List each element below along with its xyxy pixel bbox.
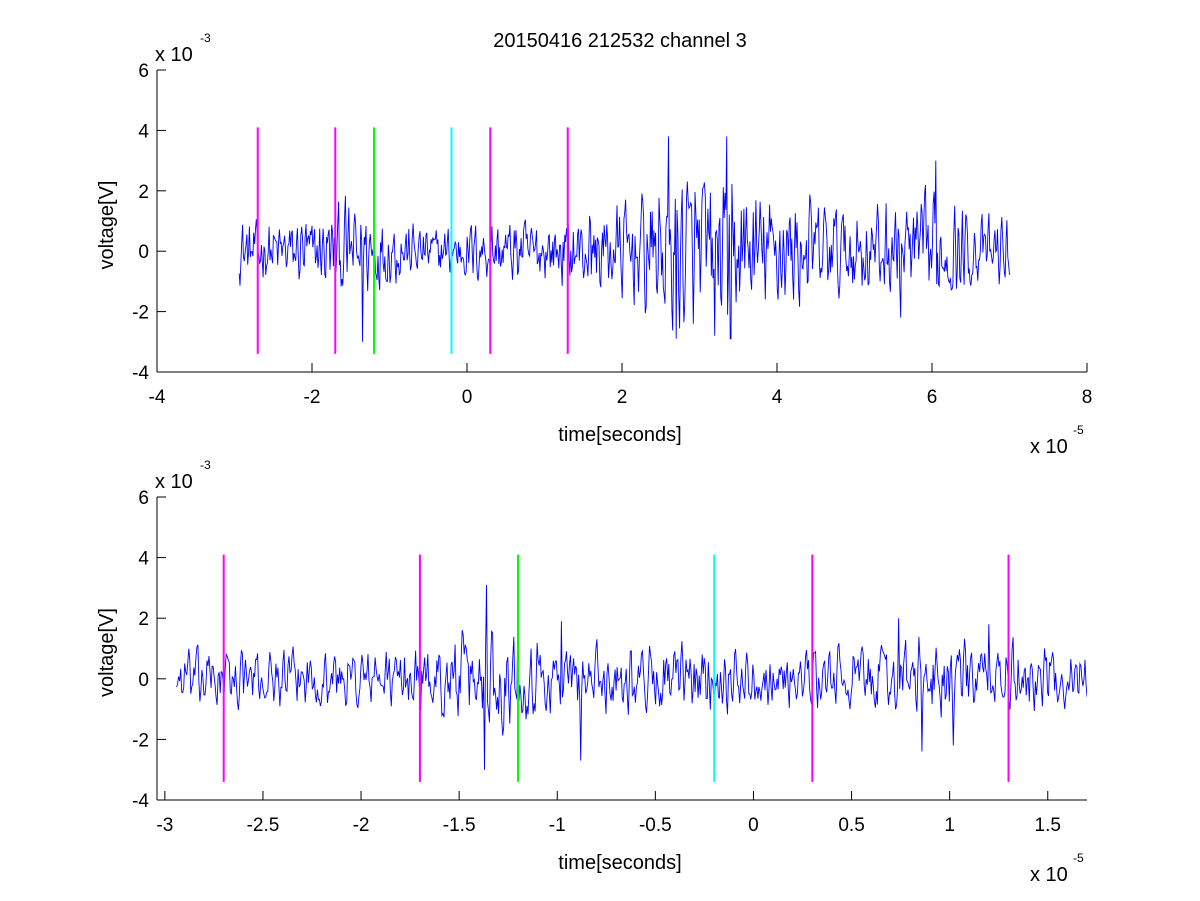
figure-title: 20150416 212532 channel 3 xyxy=(493,30,747,52)
y-tick-label: -4 xyxy=(132,791,149,812)
x-tick-label: 0 xyxy=(748,815,759,836)
x-multiplier-label: x 10 xyxy=(1030,436,1068,458)
x-tick-label: 1.5 xyxy=(1035,815,1061,836)
y-tick-label: 2 xyxy=(138,609,149,630)
y-tick-label: 6 xyxy=(138,488,149,509)
x-tick-label: -2.5 xyxy=(247,815,280,836)
x-tick-label: -2 xyxy=(353,815,370,836)
x-tick-label: -1.5 xyxy=(443,815,476,836)
x-axis-label: time[seconds] xyxy=(558,424,681,446)
bottom-axes: -3 -2.5 -2 -1.5 -1 -0.5 0 0.5 1 1.5 -4 -2 0 2 4 6 time[s… xyxy=(96,458,1087,886)
y-tick-label: 6 xyxy=(138,61,149,82)
y-tick-label: 2 xyxy=(138,182,149,203)
y-multiplier-exponent: -3 xyxy=(200,458,211,472)
x-tick-label: -3 xyxy=(156,815,173,836)
y-tick-label: -2 xyxy=(132,730,149,751)
y-axis-label: voltage[V] xyxy=(96,608,118,697)
voltage-trace xyxy=(176,584,1087,770)
y-tick-label: 4 xyxy=(138,121,149,142)
x-tick-label: -1 xyxy=(549,815,566,836)
x-tick-label: -4 xyxy=(149,387,166,408)
y-multiplier-label: x 10 xyxy=(155,471,193,493)
x-multiplier-exponent: -5 xyxy=(1073,423,1084,437)
y-axis-label: voltage[V] xyxy=(96,181,118,270)
x-multiplier-exponent: -5 xyxy=(1073,851,1084,865)
x-tick-label: 0 xyxy=(462,387,473,408)
x-tick-label: -0.5 xyxy=(639,815,672,836)
x-multiplier-label: x 10 xyxy=(1030,864,1068,886)
x-tick-label: 0.5 xyxy=(838,815,864,836)
voltage-trace xyxy=(238,136,1010,342)
x-tick-label: -2 xyxy=(304,387,321,408)
y-tick-label: 0 xyxy=(138,242,149,263)
x-axis-label: time[seconds] xyxy=(558,852,681,874)
x-tick-label: 6 xyxy=(927,387,938,408)
x-tick-label: 4 xyxy=(772,387,783,408)
y-multiplier-exponent: -3 xyxy=(200,31,211,45)
y-multiplier-label: x 10 xyxy=(155,44,193,66)
x-tick-label: 2 xyxy=(617,387,628,408)
y-tick-label: -2 xyxy=(132,303,149,324)
y-tick-label: 4 xyxy=(138,549,149,570)
x-tick-label: 8 xyxy=(1082,387,1093,408)
top-axes: -4 -2 0 2 4 6 8 -4 -2 0 2 4 6 time[seconds] voltage[V]… xyxy=(96,31,1092,458)
y-tick-label: 0 xyxy=(138,670,149,691)
x-tick-label: 1 xyxy=(944,815,955,836)
y-tick-label: -4 xyxy=(132,363,149,384)
